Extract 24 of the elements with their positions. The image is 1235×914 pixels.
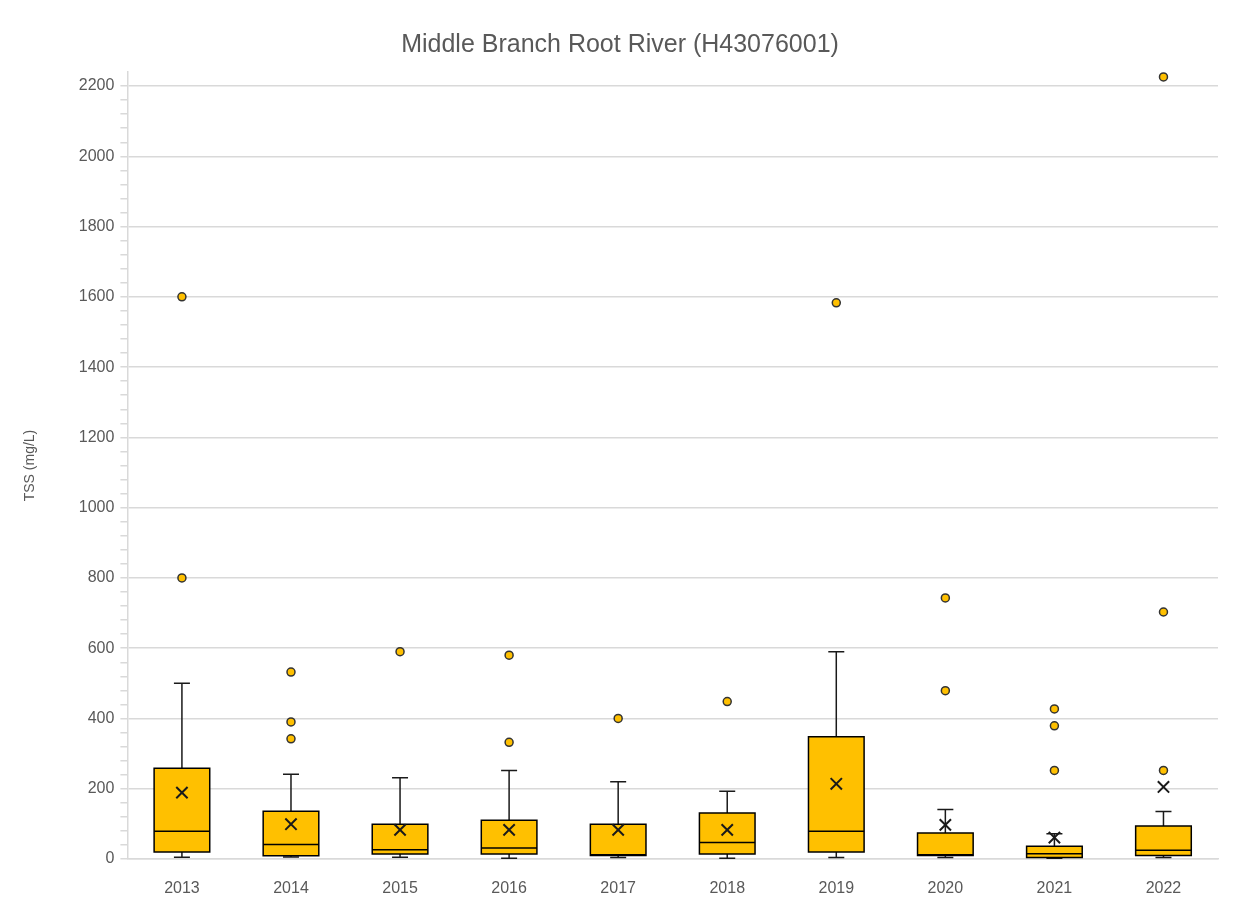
- y-tick-label: 1800: [78, 217, 115, 234]
- x-tick-label: 2020: [927, 879, 964, 897]
- x-tick-label: 2016: [491, 879, 527, 897]
- chart-title: Middle Branch Root River (H43076001): [401, 28, 839, 57]
- y-tick-label: 800: [87, 568, 115, 586]
- y-tick-label: 0: [105, 849, 115, 867]
- y-tick-label: 2200: [78, 76, 115, 94]
- y-tick-label: 1400: [78, 357, 115, 375]
- x-tick-label: 2018: [709, 879, 746, 897]
- x-tick-label: 2021: [1036, 879, 1073, 897]
- y-tick-label: 600: [87, 638, 115, 656]
- x-tick-label: 2022: [1145, 879, 1182, 897]
- x-tick-label: 2015: [382, 879, 418, 897]
- x-tick-label: 2019: [818, 879, 855, 897]
- y-tick-label: 400: [87, 708, 115, 726]
- x-tick-label: 2013: [164, 879, 200, 897]
- y-axis-title: TSS (mg/L): [21, 429, 38, 502]
- x-tick-label: 2014: [273, 879, 309, 897]
- x-tick-label: 2017: [600, 879, 637, 897]
- y-tick-label: 1000: [78, 498, 115, 516]
- y-tick-label: 2000: [78, 146, 115, 164]
- y-tick-label: 1600: [78, 287, 115, 305]
- y-tick-label: 1200: [78, 427, 115, 445]
- y-tick-label: 200: [87, 779, 115, 797]
